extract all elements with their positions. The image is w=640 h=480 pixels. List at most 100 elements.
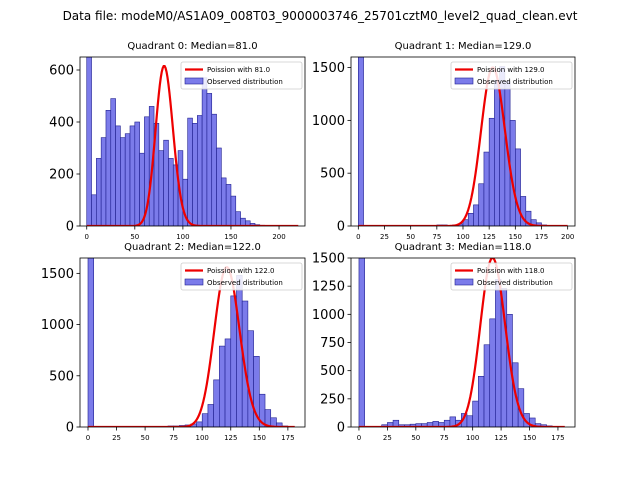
legend-box xyxy=(450,61,573,90)
y-tick-label: 200 xyxy=(49,168,74,183)
histogram-bar xyxy=(201,77,208,226)
quadrant-1-title: Quadrant 1: Median=129.0 xyxy=(395,41,532,52)
y-tick-label: 500 xyxy=(320,364,345,379)
histogram-bar xyxy=(221,177,227,226)
quadrant-2-legend: Poission with 122.0 Observed distribution xyxy=(180,262,303,291)
legend-observed-swatch xyxy=(184,77,204,85)
x-tick-label: 0 xyxy=(84,233,88,241)
histogram-bar xyxy=(358,57,364,226)
x-tick-label: 0 xyxy=(357,434,361,442)
legend-poisson-label: Poission with 81.0 xyxy=(207,66,270,74)
x-tick-label: 75 xyxy=(169,434,178,442)
x-tick-label: 50 xyxy=(411,434,420,442)
histogram-bar xyxy=(206,93,213,226)
y-tick-label: 1500 xyxy=(312,61,345,76)
quadrant-3-legend: Poission with 118.0 Observed distribution xyxy=(450,262,573,291)
y-tick-label: 250 xyxy=(320,392,345,407)
x-tick-label: 100 xyxy=(196,434,209,442)
histogram-bar xyxy=(230,295,237,427)
histogram-bar xyxy=(213,379,220,427)
x-tick-label: 75 xyxy=(432,233,441,241)
legend-poisson-label: Poission with 118.0 xyxy=(477,267,545,275)
x-tick-label: 150 xyxy=(509,233,522,241)
histogram-bar xyxy=(105,110,112,226)
legend-box xyxy=(180,262,303,291)
histogram-bar xyxy=(211,113,217,226)
y-tick-label: 0 xyxy=(66,220,74,235)
y-tick-label: 1500 xyxy=(312,252,345,267)
histogram-bar xyxy=(207,404,214,427)
y-tick-label: 500 xyxy=(320,167,345,182)
histogram-bar xyxy=(163,139,169,226)
x-tick-label: 150 xyxy=(523,434,536,442)
histogram-bar xyxy=(235,211,241,226)
histogram-bar xyxy=(472,400,479,427)
x-tick-label: 50 xyxy=(406,233,415,241)
histogram-bar xyxy=(240,217,246,226)
quadrant-0-title: Quadrant 0: Median=81.0 xyxy=(127,41,257,52)
histogram-bar xyxy=(478,375,485,427)
histogram-bar xyxy=(494,79,500,226)
histogram-bar xyxy=(535,222,542,226)
histogram-bar xyxy=(219,345,226,427)
x-tick-label: 150 xyxy=(224,233,237,241)
histogram-bar xyxy=(115,125,121,226)
quadrant-1-plot-area xyxy=(358,57,568,226)
x-tick-label: 100 xyxy=(466,434,479,442)
quadrant-0-legend: Poission with 81.0 Observed distribution xyxy=(180,61,303,90)
quadrant-2-plot-area xyxy=(87,258,295,427)
legend-poisson-label: Poission with 129.0 xyxy=(477,66,545,74)
histogram-bar xyxy=(224,338,232,427)
y-tick-label: 600 xyxy=(49,64,74,79)
poisson-curve xyxy=(87,266,295,427)
histogram-bar xyxy=(201,413,209,427)
quadrant-3-plot-area xyxy=(358,258,565,427)
histogram-bar xyxy=(196,421,203,427)
y-tick-label: 500 xyxy=(49,369,74,384)
x-tick-label: 50 xyxy=(141,434,150,442)
quadrant-3-chart: Quadrant 3: Median=118.00250500750100012… xyxy=(312,242,576,442)
y-tick-label: 1250 xyxy=(312,280,345,295)
histogram-bar xyxy=(91,194,97,226)
histogram-bar xyxy=(270,417,277,427)
histogram-bar xyxy=(515,148,521,226)
quadrant-0-plot-area xyxy=(86,57,299,226)
quadrant-2-chart: Quadrant 2: Median=122.0 0 500 1000 1500 0 25 5… xyxy=(41,242,306,442)
legend-poisson-label: Poission with 122.0 xyxy=(207,267,275,275)
y-tick-label: 750 xyxy=(320,336,345,351)
histogram-bar xyxy=(489,318,496,427)
x-tick-label: 0 xyxy=(356,233,360,241)
poisson-curve xyxy=(358,258,565,427)
x-tick-label: 125 xyxy=(494,434,507,442)
histogram-bar xyxy=(253,356,260,427)
histogram-bar xyxy=(124,133,131,226)
histogram-bar xyxy=(139,152,145,226)
histogram-bar xyxy=(187,117,193,226)
histogram-bar xyxy=(466,415,473,427)
figure-suptitle: Data file: modeM0/AS1A09_008T03_90000037… xyxy=(63,9,578,23)
x-tick-label: 25 xyxy=(380,233,389,241)
x-tick-label: 175 xyxy=(535,233,548,241)
histogram-bar xyxy=(358,258,365,427)
x-tick-label: 100 xyxy=(176,233,189,241)
histogram-bar xyxy=(495,279,502,427)
histogram-bar xyxy=(247,330,254,427)
legend-observed-label: Observed distribution xyxy=(207,78,283,86)
y-tick-label: 1500 xyxy=(41,267,74,282)
y-tick-label: 1000 xyxy=(41,318,74,333)
x-tick-label: 150 xyxy=(253,434,266,442)
histogram-bar xyxy=(225,184,232,226)
histogram-bar xyxy=(87,258,95,427)
legend-box xyxy=(450,262,573,291)
histogram-bar xyxy=(86,57,92,226)
x-tick-label: 175 xyxy=(551,434,564,442)
legend-observed-label: Observed distribution xyxy=(207,279,283,287)
poisson-curve xyxy=(86,65,299,226)
x-tick-label: 0 xyxy=(86,434,90,442)
legend-observed-swatch xyxy=(454,278,474,286)
x-tick-label: 125 xyxy=(224,434,237,442)
y-tick-label: 0 xyxy=(66,421,74,436)
y-tick-label: 400 xyxy=(49,116,74,131)
histogram-bar xyxy=(488,117,495,226)
